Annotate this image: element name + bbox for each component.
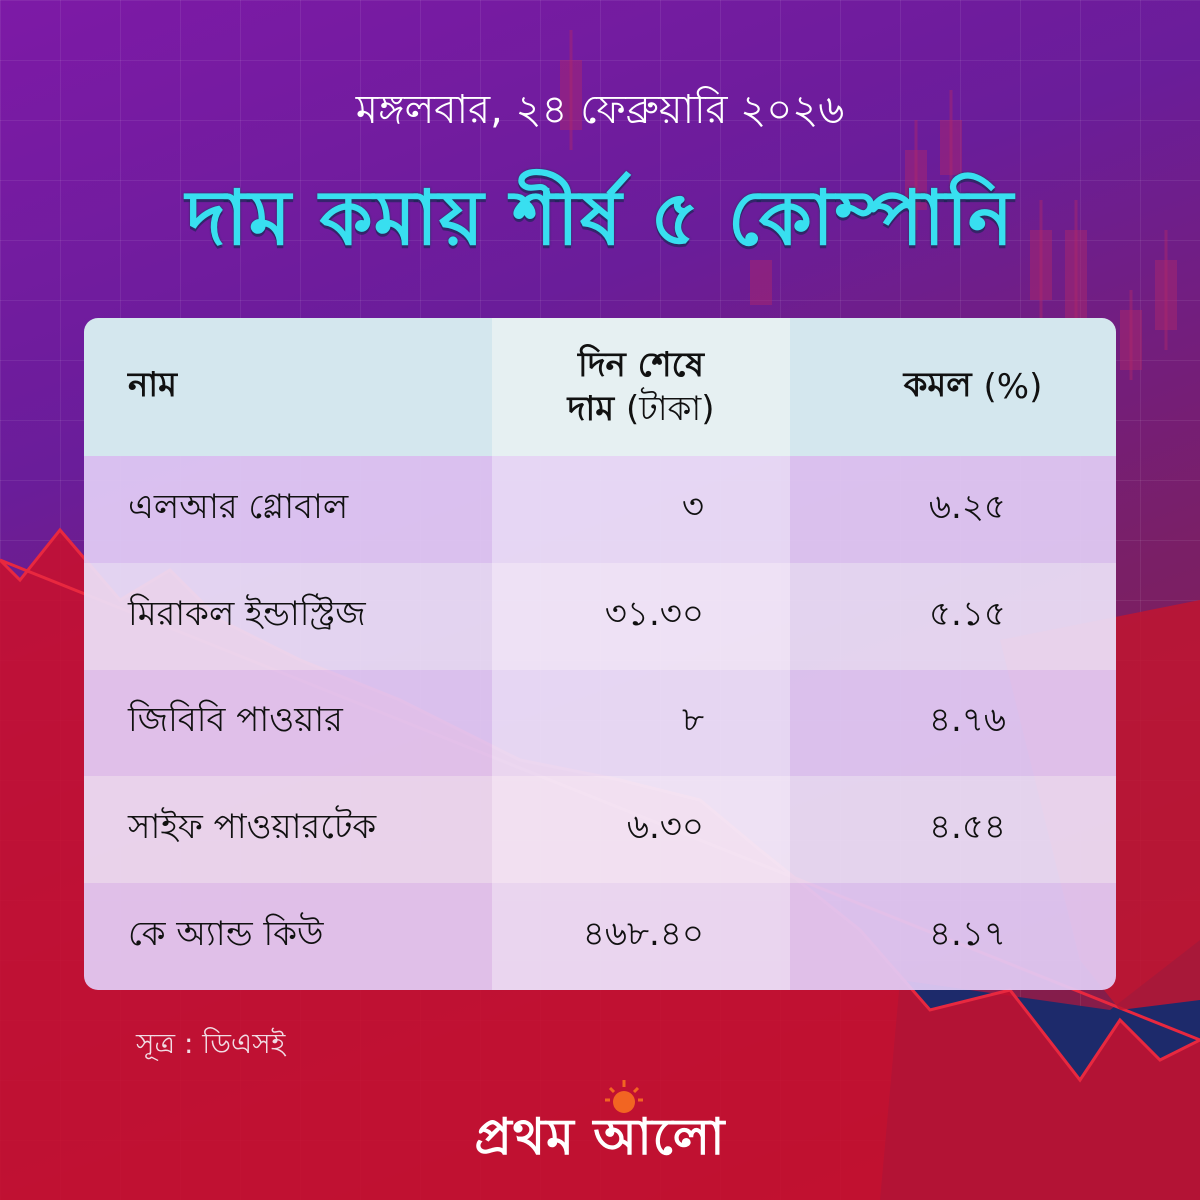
row-3-name: জিবিবি পাওয়ার [84, 669, 492, 777]
source-note: সূত্র : ডিএসই [136, 1027, 286, 1060]
row-2-name: মিরাকল ইন্ডাস্ট্রিজ [84, 562, 492, 670]
row-1-price: ৩ [492, 456, 790, 563]
logo-text: প্রথম আলো [474, 1108, 726, 1166]
header-name: নাম [84, 318, 492, 456]
headline-title: দাম কমায় শীর্ষ ৫ কোম্পানি [185, 173, 1015, 262]
row-2-change: ৫.১৫ [790, 562, 1116, 670]
date-text: মঙ্গলবার, ২৪ ফেব্রুয়ারি ২০২৬ [355, 87, 845, 133]
row-1-name: এলআর গ্লোবাল [84, 456, 492, 563]
row-4-change: ৪.৫৪ [790, 776, 1116, 884]
sun-icon [605, 1080, 644, 1113]
brand-logo: প্রথম আলো [0, 1080, 1200, 1183]
row-5-change: ৪.১৭ [790, 883, 1116, 990]
row-4-price: ৬.৩০ [492, 776, 790, 884]
row-3-price: ৮ [492, 669, 790, 777]
header-price: দিন শেষে দাম (টাকা) [492, 318, 790, 456]
row-1-change: ৬.২৫ [790, 456, 1116, 563]
header-change: কমল (%) [790, 318, 1116, 456]
row-5-name: কে অ্যান্ড কিউ [84, 883, 492, 990]
row-5-price: ৪৬৮.৪০ [492, 883, 790, 990]
row-3-change: ৪.৭৬ [790, 669, 1116, 777]
row-2-price: ৩১.৩০ [492, 562, 790, 670]
header-price-line2: দাম (টাকা) [567, 389, 715, 429]
header-price-line1: দিন শেষে [577, 344, 705, 385]
data-table: নাম দিন শেষে দাম (টাকা) কমল (%) এলআর গ্ল… [84, 318, 1116, 990]
row-4-name: সাইফ পাওয়ারটেক [84, 776, 492, 884]
